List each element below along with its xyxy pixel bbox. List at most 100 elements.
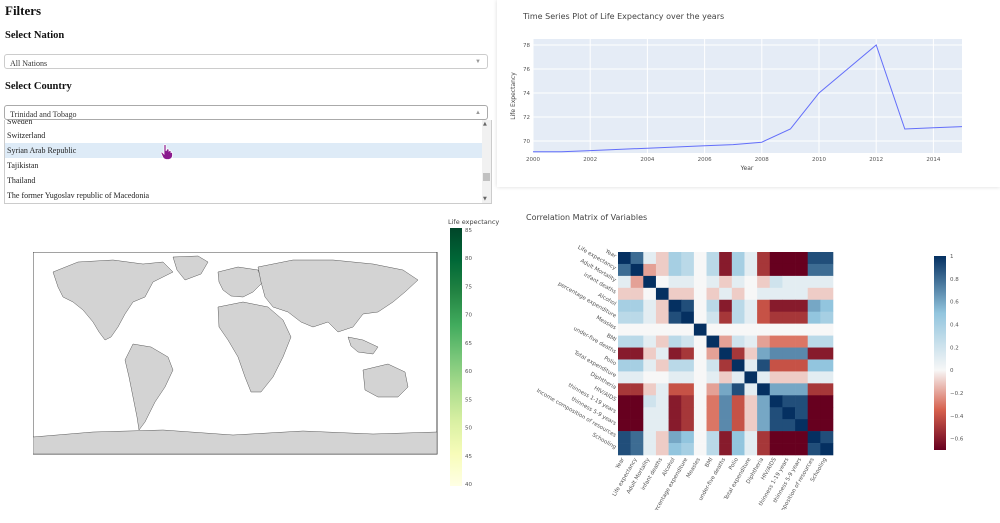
heatmap-cell[interactable] bbox=[782, 407, 796, 420]
heatmap-cell[interactable] bbox=[668, 347, 682, 360]
heatmap-cell[interactable] bbox=[807, 275, 821, 289]
heatmap-cell[interactable] bbox=[630, 335, 644, 348]
heatmap-cell[interactable] bbox=[744, 443, 758, 456]
south-america[interactable] bbox=[124, 343, 174, 431]
heatmap-cell[interactable] bbox=[744, 419, 758, 432]
heatmap-cell[interactable] bbox=[630, 395, 644, 408]
heatmap-cell[interactable] bbox=[757, 383, 771, 396]
heatmap-cell[interactable] bbox=[681, 443, 695, 456]
heatmap-cell[interactable] bbox=[782, 311, 796, 324]
heatmap-cell[interactable] bbox=[795, 431, 809, 444]
heatmap-cell[interactable] bbox=[782, 371, 796, 384]
heatmap-cell[interactable] bbox=[795, 287, 809, 301]
heatmap-cell[interactable] bbox=[782, 263, 796, 277]
heatmap-cell[interactable] bbox=[795, 311, 809, 324]
heatmap-cell[interactable] bbox=[643, 275, 657, 289]
heatmap-cell[interactable] bbox=[820, 347, 834, 360]
heatmap-cell[interactable] bbox=[757, 359, 771, 372]
heatmap-cell[interactable] bbox=[769, 383, 783, 396]
heatmap-cell[interactable] bbox=[757, 299, 771, 313]
heatmap-cell[interactable] bbox=[668, 335, 682, 348]
heatmap-cell[interactable] bbox=[782, 383, 796, 396]
heatmap-cell[interactable] bbox=[706, 407, 720, 420]
heatmap-cell[interactable] bbox=[807, 395, 821, 408]
heatmap-cell[interactable] bbox=[643, 383, 657, 396]
heatmap-cell[interactable] bbox=[744, 371, 758, 384]
heatmap-cell[interactable] bbox=[681, 359, 695, 372]
south-east-asia[interactable] bbox=[347, 336, 379, 355]
heatmap-cell[interactable] bbox=[744, 347, 758, 360]
heatmap-cell[interactable] bbox=[782, 347, 796, 360]
options-scrollbar[interactable]: ▲ ▼ bbox=[482, 120, 491, 203]
heatmap-cell[interactable] bbox=[795, 252, 809, 265]
country-options-list[interactable]: Sweden Switzerland Syrian Arab Republic … bbox=[4, 120, 492, 204]
heatmap-cell[interactable] bbox=[706, 335, 720, 348]
heatmap-cell[interactable] bbox=[757, 371, 771, 384]
heatmap-cell[interactable] bbox=[643, 419, 657, 432]
heatmap-cell[interactable] bbox=[681, 287, 695, 301]
heatmap-cell[interactable] bbox=[807, 359, 821, 372]
heatmap-cell[interactable] bbox=[731, 407, 745, 420]
heatmap-cell[interactable] bbox=[769, 299, 783, 313]
heatmap-cell[interactable] bbox=[681, 323, 695, 336]
heatmap-cell[interactable] bbox=[820, 407, 834, 420]
heatmap-cell[interactable] bbox=[731, 383, 745, 396]
heatmap-cell[interactable] bbox=[655, 371, 669, 384]
heatmap-cell[interactable] bbox=[630, 407, 644, 420]
heatmap-cell[interactable] bbox=[655, 431, 669, 444]
heatmap-cell[interactable] bbox=[769, 335, 783, 348]
heatmap-cell[interactable] bbox=[782, 419, 796, 432]
heatmap-cell[interactable] bbox=[630, 275, 644, 289]
heatmap-cell[interactable] bbox=[643, 443, 657, 456]
heatmap-cell[interactable] bbox=[731, 371, 745, 384]
heatmap-cell[interactable] bbox=[706, 443, 720, 456]
heatmap-cell[interactable] bbox=[757, 347, 771, 360]
country-option-highlighted[interactable]: Syrian Arab Republic bbox=[5, 143, 483, 158]
heatmap-cell[interactable] bbox=[769, 371, 783, 384]
heatmap-cell[interactable] bbox=[820, 395, 834, 408]
heatmap-cell[interactable] bbox=[795, 371, 809, 384]
heatmap-cell[interactable] bbox=[782, 443, 796, 456]
heatmap-cell[interactable] bbox=[618, 431, 631, 444]
heatmap-cell[interactable] bbox=[706, 431, 720, 444]
heatmap-cell[interactable] bbox=[782, 335, 796, 348]
heatmap-cell[interactable] bbox=[719, 252, 733, 265]
scroll-thumb[interactable] bbox=[483, 173, 490, 181]
heatmap-cell[interactable] bbox=[820, 431, 834, 444]
heatmap-cell[interactable] bbox=[693, 263, 707, 277]
heatmap-cell[interactable] bbox=[731, 359, 745, 372]
heatmap-cell[interactable] bbox=[643, 252, 657, 265]
heatmap-cell[interactable] bbox=[706, 371, 720, 384]
heatmap-cell[interactable] bbox=[719, 395, 733, 408]
heatmap-cell[interactable] bbox=[618, 311, 631, 324]
scroll-down-icon[interactable]: ▼ bbox=[483, 196, 487, 202]
heatmap-cell[interactable] bbox=[795, 443, 809, 456]
heatmap-cell[interactable] bbox=[706, 395, 720, 408]
heatmap-cell[interactable] bbox=[630, 323, 644, 336]
heatmap-cell[interactable] bbox=[655, 419, 669, 432]
heatmap-cell[interactable] bbox=[693, 335, 707, 348]
heatmap-cell[interactable] bbox=[719, 419, 733, 432]
heatmap-cell[interactable] bbox=[618, 383, 631, 396]
heatmap-cell[interactable] bbox=[769, 431, 783, 444]
heatmap-cell[interactable] bbox=[630, 419, 644, 432]
heatmap-cell[interactable] bbox=[643, 335, 657, 348]
heatmap-cell[interactable] bbox=[668, 287, 682, 301]
heatmap-cell[interactable] bbox=[681, 371, 695, 384]
heatmap-cell[interactable] bbox=[630, 311, 644, 324]
heatmap-cell[interactable] bbox=[795, 359, 809, 372]
country-option[interactable]: The former Yugoslav republic of Macedoni… bbox=[7, 191, 150, 200]
heatmap-cell[interactable] bbox=[706, 299, 720, 313]
heatmap-cell[interactable] bbox=[731, 275, 745, 289]
heatmap-cell[interactable] bbox=[807, 431, 821, 444]
heatmap-cell[interactable] bbox=[668, 383, 682, 396]
heatmap-cell[interactable] bbox=[731, 287, 745, 301]
heatmap-cell[interactable] bbox=[782, 287, 796, 301]
heatmap-cell[interactable] bbox=[668, 395, 682, 408]
heatmap-cell[interactable] bbox=[630, 263, 644, 277]
heatmap-cell[interactable] bbox=[693, 299, 707, 313]
heatmap-cell[interactable] bbox=[820, 383, 834, 396]
heatmap-cell[interactable] bbox=[719, 299, 733, 313]
heatmap-cell[interactable] bbox=[744, 311, 758, 324]
heatmap-cell[interactable] bbox=[769, 407, 783, 420]
